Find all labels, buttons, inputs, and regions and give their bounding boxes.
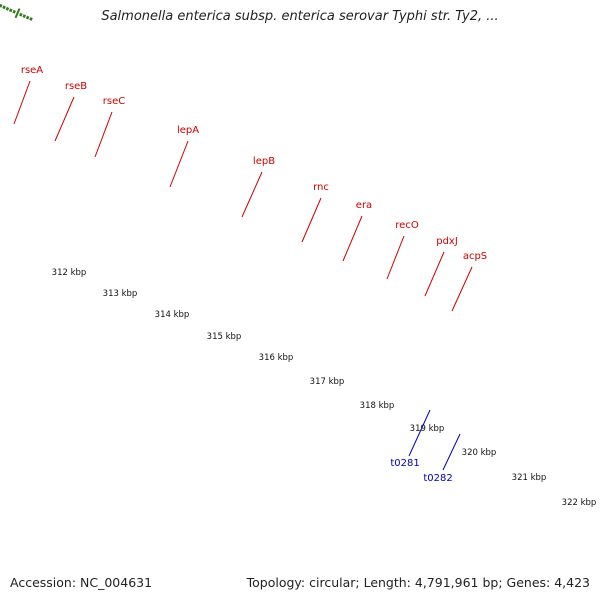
gene-label: lepB [253, 156, 275, 167]
gene-label: rseB [65, 81, 87, 92]
gene-label-connector [451, 266, 473, 312]
scale-label: 318 kbp [360, 401, 395, 411]
gene-label: t0281 [390, 458, 419, 469]
scale-label: 322 kbp [562, 498, 597, 508]
gene-label-connector [169, 140, 189, 188]
scale-label: 312 kbp [52, 268, 87, 278]
outer-ring-dot [5, 6, 10, 11]
topology-summary: Topology: circular; Length: 4,791,961 bp… [246, 575, 590, 590]
gene-label: recO [395, 220, 419, 231]
outer-ring-major-tick [14, 8, 21, 19]
outer-ring-dot [22, 14, 27, 19]
outer-ring-dot [0, 3, 3, 8]
gene-label: rseA [21, 65, 43, 76]
gene-label: rnc [313, 182, 329, 193]
gene-label-connector [54, 96, 75, 142]
scale-label: 317 kbp [310, 377, 345, 387]
accession-text: Accession: NC_004631 [10, 575, 153, 590]
scale-label: 314 kbp [155, 310, 190, 320]
gene-label-connector [342, 215, 363, 262]
scale-label: 316 kbp [259, 353, 294, 363]
gene-label: rseC [103, 96, 125, 107]
outer-ring-dot [2, 5, 6, 10]
scale-label: 321 kbp [512, 473, 547, 483]
gene-label: pdxJ [436, 236, 458, 247]
gene-label: acpS [463, 251, 487, 262]
gene-label: lepA [177, 125, 199, 136]
gene-label-connector [424, 251, 445, 297]
gene-label: t0282 [423, 473, 452, 484]
gene-label-connector [13, 80, 31, 125]
gene-label-connector [94, 111, 113, 158]
gene-label-connector [301, 197, 322, 243]
gene-label-connector [386, 235, 405, 280]
scale-label: 320 kbp [462, 448, 497, 458]
scale-label: 319 kbp [410, 424, 445, 434]
gene-label: era [356, 200, 372, 211]
map-title: Salmonella enterica subsp. enterica sero… [101, 9, 499, 24]
gene-label-connector [442, 433, 461, 471]
scale-label: 313 kbp [103, 289, 138, 299]
outer-ring-dot [12, 9, 16, 14]
gene-label-connector [408, 409, 431, 457]
outer-ring-dot [25, 15, 30, 20]
outer-ring-dot [19, 12, 23, 17]
outer-ring-dot [29, 17, 33, 21]
gene-label-connector [241, 171, 263, 218]
scale-label: 315 kbp [207, 332, 242, 342]
outer-ring-dot [8, 8, 13, 13]
